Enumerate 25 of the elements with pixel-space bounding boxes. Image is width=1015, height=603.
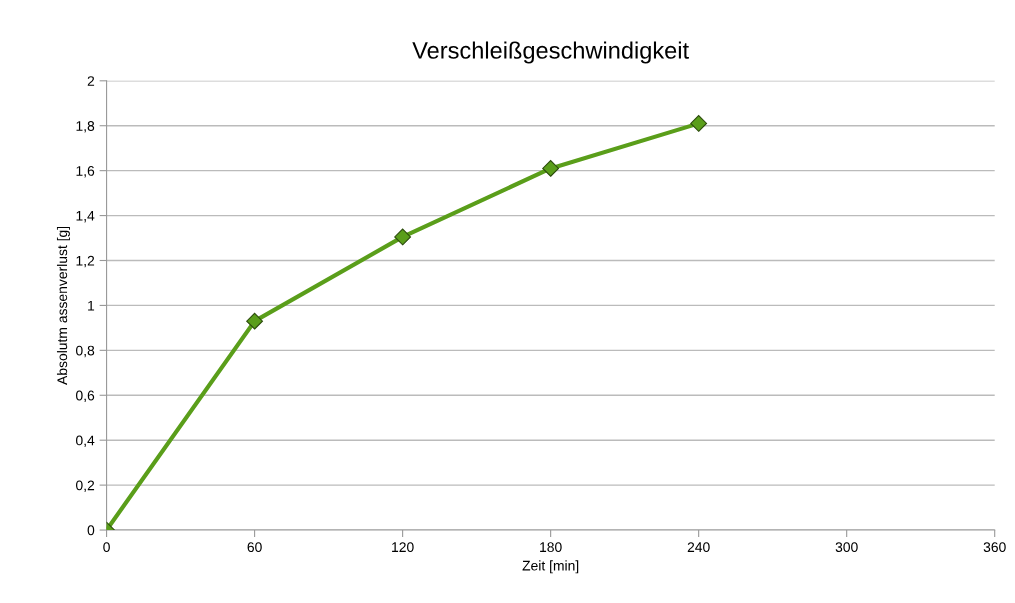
x-tick-label: 60 [247,542,262,553]
x-tick-label: 180 [540,542,562,553]
x-tick-label: 300 [835,542,858,553]
point [690,115,708,132]
x-tick-label: 360 [983,542,1006,553]
y-tick-label: 1,8 [76,121,95,133]
y-tick-label: 1,4 [76,211,95,223]
y-tick-label: 1,6 [76,165,95,178]
x-tick-label: 120 [392,542,414,553]
y-axis-title: Absolutm assenverlust [g] [56,226,70,385]
y-tick-label: 2 [87,76,95,86]
y-tick-label: 0,6 [76,390,95,403]
y-tick-label: 0,2 [76,480,95,492]
point [542,159,560,177]
point [394,228,412,246]
x-axis-title: Zeit [min] [522,560,579,574]
y-tick-label: 0,8 [76,345,95,358]
x-tick-label: 0 [103,542,110,553]
point [246,312,264,330]
chart-title: Verschleißgeschwindigkeit [412,41,689,64]
y-tick-label: 1,2 [76,255,95,268]
y-tick-label: 1 [88,300,95,311]
y-tick-label: 0 [87,525,95,536]
x-tick-label: 240 [687,542,710,553]
y-tick-label: 0,4 [76,435,95,447]
